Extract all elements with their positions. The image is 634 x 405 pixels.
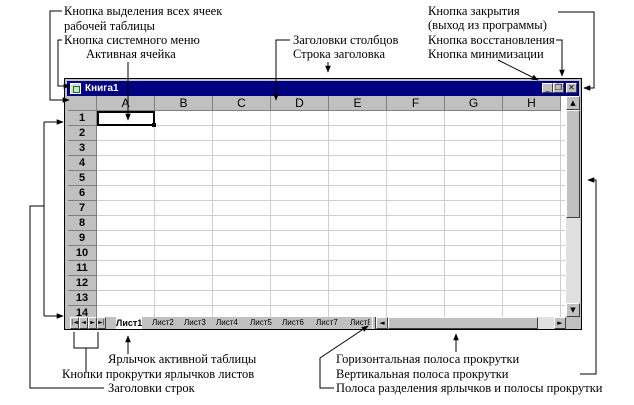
vertical-scrollbar[interactable]: ▲ ▼ [566, 96, 580, 317]
column-header-h[interactable]: H [503, 96, 561, 111]
label-active-tab: Ярлычок активной таблицы [108, 352, 257, 366]
sheet-tab-6[interactable]: Лист6 [282, 318, 304, 327]
row-header-4[interactable]: 4 [68, 156, 97, 171]
label-horizontal-scrollbar: Горизонтальная полоса прокрутки [336, 352, 520, 366]
label-close-line2: (выход из программы) [428, 18, 547, 32]
horizontal-scrollbar[interactable]: ◄ ► [376, 317, 566, 329]
row-header-9[interactable]: 9 [68, 231, 97, 246]
column-header-a[interactable]: A [97, 96, 155, 111]
label-system-menu: Кнопка системного меню [64, 33, 200, 47]
column-header-b[interactable]: B [155, 96, 213, 111]
column-header-f[interactable]: F [387, 96, 445, 111]
sheet-tab-4[interactable]: Лист4 [216, 318, 238, 327]
tab-scroll-first-button[interactable]: |◄ [70, 317, 79, 329]
sheet-tab-3[interactable]: Лист3 [184, 318, 206, 327]
label-select-all-line2: рабочей таблицы [64, 19, 155, 33]
restore-button[interactable]: ❐ [553, 83, 564, 93]
fill-handle[interactable] [152, 123, 156, 127]
title-bar[interactable]: Книга1 _ ❐ ✕ [67, 81, 579, 96]
row-header-7[interactable]: 7 [68, 201, 97, 216]
close-button[interactable]: ✕ [566, 83, 577, 93]
row-header-5[interactable]: 5 [68, 171, 97, 186]
callout-tab-scroll [73, 332, 99, 372]
sheet-tab-8[interactable]: Лист8 [350, 318, 370, 327]
label-restore: Кнопка восстановления [428, 33, 555, 47]
label-select-all-line1: Кнопка выделения всех ячеек [64, 4, 223, 18]
vertical-scroll-thumb[interactable] [566, 110, 580, 218]
callout-restore [556, 39, 565, 77]
scroll-down-arrow-icon[interactable]: ▼ [566, 303, 580, 317]
row-header-6[interactable]: 6 [68, 186, 97, 201]
row-header-14[interactable]: 14 [68, 306, 97, 317]
label-tab-split-bar: Полоса разделения ярлычков и полосы прок… [336, 381, 603, 395]
scroll-right-arrow-icon[interactable]: ► [554, 317, 566, 329]
column-header-c[interactable]: C [213, 96, 271, 111]
scroll-left-arrow-icon[interactable]: ◄ [376, 317, 388, 329]
active-cell[interactable] [97, 111, 155, 126]
tab-scroll-next-button[interactable]: ► [88, 317, 97, 329]
column-header-g[interactable]: G [445, 96, 503, 111]
row-header-3[interactable]: 3 [68, 141, 97, 156]
label-close-line1: Кнопка закрытия [428, 4, 520, 18]
sheet-tab-5[interactable]: Лист5 [250, 318, 272, 327]
label-title-bar: Строка заголовка [293, 47, 386, 61]
callout-vertical-scrollbar [580, 177, 597, 375]
sheet-tab-2[interactable]: Лист2 [152, 318, 174, 327]
tab-scroll-prev-button[interactable]: ◄ [79, 317, 88, 329]
scroll-up-arrow-icon[interactable]: ▲ [566, 96, 580, 110]
label-column-headers: Заголовки столбцов [293, 33, 399, 47]
row-header-8[interactable]: 8 [68, 216, 97, 231]
row-header-10[interactable]: 10 [68, 246, 97, 261]
callout-close [558, 11, 595, 91]
row-header-13[interactable]: 13 [68, 291, 97, 306]
label-vertical-scrollbar: Вертикальная полоса прокрутки [336, 367, 509, 381]
row-header-2[interactable]: 2 [68, 126, 97, 141]
label-row-headers: Заголовки строк [108, 381, 195, 395]
sheet-tab-1[interactable]: Лист1 [116, 317, 143, 329]
window-title: Книга1 [85, 83, 119, 94]
label-active-cell: Активная ячейка [86, 47, 176, 61]
row-header-11[interactable]: 11 [68, 261, 97, 276]
row-header-12[interactable]: 12 [68, 276, 97, 291]
label-tab-scroll-buttons: Кнопки прокрутки ярлычков листов [62, 367, 255, 381]
column-header-e[interactable]: E [329, 96, 387, 111]
tab-scroll-last-button[interactable]: ►| [97, 317, 106, 329]
horizontal-scroll-thumb[interactable] [388, 317, 538, 329]
label-minimize: Кнопка минимизации [428, 47, 544, 61]
tab-split-bar[interactable] [372, 317, 376, 329]
sheet-tab-7[interactable]: Лист7 [316, 318, 338, 327]
system-menu-icon[interactable] [70, 83, 81, 94]
sheet-tab-bar: |◄ ◄ ► ►| Лист1 Лист2 Лист3 Лист4 Лист5 Лист6… [68, 317, 580, 329]
minimize-button[interactable]: _ [542, 83, 553, 93]
column-header-d[interactable]: D [271, 96, 329, 111]
select-all-button[interactable] [68, 96, 97, 111]
row-header-1[interactable]: 1 [68, 111, 97, 126]
callout-minimize [497, 59, 539, 81]
cell-grid[interactable] [97, 111, 565, 317]
